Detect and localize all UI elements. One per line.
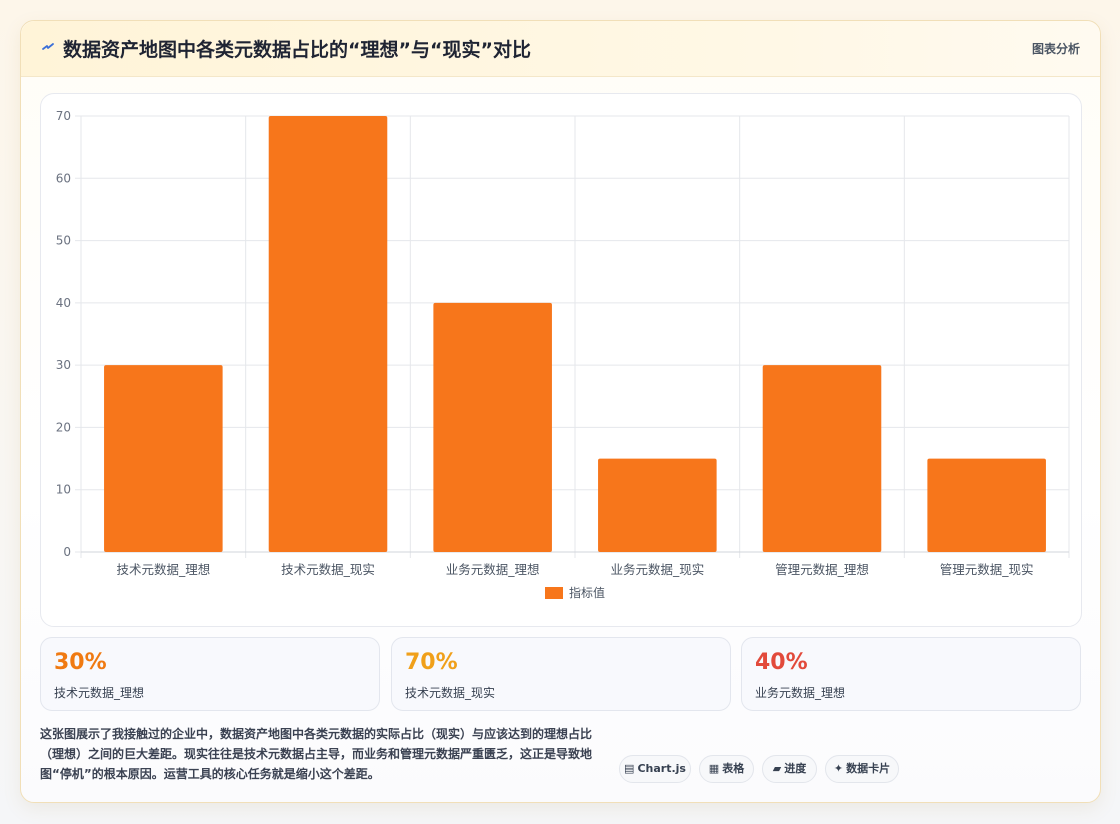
y-tick-label: 0 (63, 545, 71, 559)
bar (104, 365, 223, 552)
y-tick-label: 40 (56, 296, 71, 310)
table-icon: ▦ (708, 762, 720, 775)
stat-value: 30% (54, 650, 107, 675)
y-tick-label: 70 (56, 109, 71, 123)
chip-label: 数据卡片 (846, 762, 891, 775)
chip-label: 进度 (784, 762, 807, 775)
chart-card: 数据资产地图中各类元数据占比的“理想”与“现实”对比 图表分析 0 10 20 30 4… (20, 20, 1101, 803)
legend-label: 指标值 (569, 585, 605, 600)
x-tick-label: 业务元数据_理想 (446, 562, 540, 577)
page-title: 数据资产地图中各类元数据占比的“理想”与“现实”对比 (63, 39, 531, 61)
x-tick-label: 管理元数据_现实 (940, 562, 1034, 577)
stat-card-1: 30% 技术元数据_理想 (40, 637, 380, 711)
y-tick-label: 60 (56, 171, 71, 185)
header-tag[interactable]: 图表分析 (1031, 42, 1080, 56)
lightning-icon (42, 43, 54, 50)
card-header: 数据资产地图中各类元数据占比的“理想”与“现实”对比 图表分析 (21, 21, 1100, 77)
chip-data-card[interactable]: ✦ 数据卡片 (825, 755, 899, 783)
bar-chart: 0 10 20 30 40 50 60 70 技术元数据_理想 技术元数据_现实 业务元数据_理想 业… (56, 109, 1070, 600)
legend-swatch (545, 587, 563, 599)
bar (433, 302, 552, 552)
x-tick-label: 业务元数据_现实 (610, 562, 704, 577)
chip-chartjs[interactable]: ▤ Chart.js (619, 755, 691, 783)
y-tick-label: 10 (56, 483, 71, 497)
bar (268, 116, 388, 552)
stat-label: 技术元数据_现实 (405, 686, 496, 700)
chart-container: 0 10 20 30 40 50 60 70 技术元数据_理想 技术元数据_现实 业务元数据_理想 业… (40, 93, 1082, 627)
stat-card-2: 70% 技术元数据_现实 (391, 637, 731, 711)
bar (762, 365, 882, 552)
chart-description: 这张图展示了我接触过的企业中，数据资产地图中各类元数据的实际占比（现实）与应该达… (40, 727, 593, 781)
stat-label: 技术元数据_理想 (54, 686, 145, 700)
stat-label: 业务元数据_理想 (755, 686, 846, 700)
chip-label: 表格 (722, 762, 745, 775)
sparkle-icon: ✦ (833, 762, 844, 775)
chart-icon: ▤ (624, 762, 635, 775)
x-tick-label: 技术元数据_理想 (116, 562, 210, 577)
chip-progress[interactable]: ▰ 进度 (762, 755, 817, 783)
progress-icon: ▰ (772, 762, 782, 775)
y-tick-label: 20 (56, 420, 71, 434)
stat-value: 70% (405, 650, 458, 675)
x-tick-label: 管理元数据_理想 (775, 562, 869, 577)
x-tick-label: 技术元数据_现实 (281, 562, 375, 577)
chip-label: Chart.js (637, 762, 686, 775)
bar (927, 458, 1046, 552)
stat-value: 40% (755, 650, 808, 675)
bar (598, 458, 717, 552)
y-tick-label: 50 (56, 234, 71, 248)
stat-card-3: 40% 业务元数据_理想 (741, 637, 1081, 711)
y-tick-label: 30 (56, 358, 71, 372)
chip-table[interactable]: ▦ 表格 (699, 755, 754, 783)
